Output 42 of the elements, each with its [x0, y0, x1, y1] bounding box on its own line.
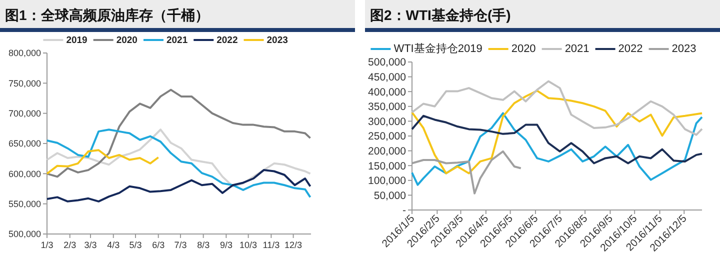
x-tick-label: 6/3: [152, 240, 165, 250]
y-tick-label: 500,000: [8, 229, 41, 240]
legend-label: 2020: [511, 43, 536, 55]
chart-title: 图1：全球高频原油库存（千桶）: [5, 7, 209, 23]
y-tick-label: 500,000: [368, 56, 406, 69]
legend-label: 2021: [564, 43, 590, 55]
y-tick-label: 50,000: [374, 190, 406, 202]
y-tick-label: 350,000: [368, 101, 406, 114]
x-tick-label: 4/3: [107, 240, 120, 250]
x-tick-label: 3/3: [84, 240, 97, 250]
y-tick-label: 250,000: [368, 130, 406, 143]
y-tick-label: 400,000: [368, 86, 406, 98]
y-tick-label: 550,000: [8, 198, 41, 209]
y-tick-label: 200,000: [368, 145, 406, 158]
legend-label: 2019: [66, 35, 88, 46]
x-tick-label: 8/3: [197, 240, 210, 250]
legend-label: WTI基金持仓2019: [394, 42, 482, 55]
y-tick-label: 650,000: [8, 138, 41, 149]
x-tick-label: 11/3: [262, 240, 280, 250]
legend-label: 2023: [266, 35, 288, 46]
legend-label: 2022: [618, 43, 643, 55]
legend-label: 2023: [672, 43, 696, 55]
chart-title: 图2：WTI基金持仓(手): [370, 7, 511, 23]
x-tick-label: 2/3: [64, 240, 76, 250]
x-tick-label: 10/3: [240, 240, 258, 250]
y-tick-label: 450,000: [368, 71, 406, 84]
x-tick-label: 5/3: [129, 240, 142, 250]
y-tick-label: 700,000: [8, 108, 41, 118]
legend-label: 2021: [166, 35, 188, 46]
y-tick-label: 300,000: [368, 116, 406, 128]
legend-label: 2020: [116, 35, 138, 46]
y-tick-label: 150,000: [368, 160, 406, 172]
y-tick-label: 600,000: [8, 168, 41, 179]
y-tick-label: 100,000: [368, 175, 406, 188]
y-tick-label: 750,000: [8, 78, 41, 88]
x-tick-label: 1/3: [40, 240, 54, 250]
y-tick-label: -: [402, 204, 406, 217]
y-tick-label: 800,000: [8, 48, 41, 58]
x-tick-label: 7/3: [174, 240, 187, 250]
x-tick-label: 12/3: [284, 240, 302, 250]
legend-label: 2022: [216, 35, 238, 46]
x-tick-label: 9/3: [220, 240, 232, 250]
